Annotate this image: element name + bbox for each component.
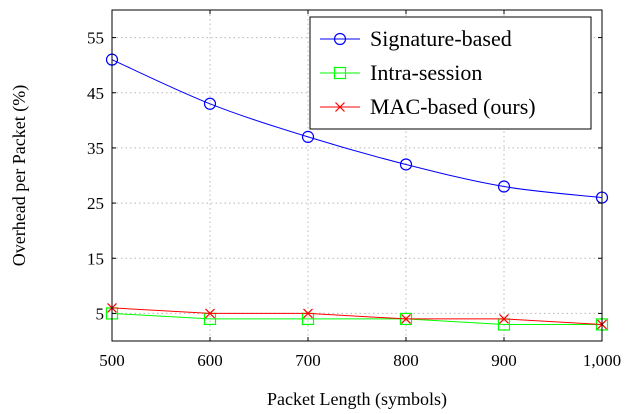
data-point: [499, 314, 509, 324]
y-tick-label: 55: [87, 29, 104, 48]
plot-frame: [111, 9, 603, 342]
y-axis-label: Overhead per Packet (%): [9, 85, 30, 266]
legend-marker: [333, 66, 347, 80]
series-line: [111, 307, 603, 325]
x-tick-label: 500: [99, 351, 125, 370]
data-point: [203, 97, 217, 110]
legend: Signature-based Intra-session MAC-based (o…: [309, 16, 592, 130]
legend-marker: [333, 32, 347, 46]
y-tick-label: 15: [87, 249, 104, 268]
y-tick-label: 35: [87, 139, 104, 158]
legend-marker: [335, 102, 345, 112]
series-line: [111, 59, 603, 199]
y-tick-label: 5: [96, 304, 105, 323]
x-tick-label: 1,000: [583, 351, 621, 370]
series-layer: [105, 53, 609, 331]
series-intra-session: [105, 307, 609, 331]
data-point: [497, 180, 511, 193]
legend-item: Intra-session: [320, 60, 482, 85]
legend-box: [309, 16, 592, 130]
data-point: [401, 314, 411, 324]
legend-label: Intra-session: [370, 60, 482, 85]
y-tick-label: 25: [87, 194, 104, 213]
series-mac-based-ours: [107, 302, 607, 330]
y-tick-label: 45: [87, 84, 104, 103]
series-line: [111, 312, 602, 325]
x-tick-label: 900: [491, 351, 517, 370]
x-tick-label: 600: [197, 351, 223, 370]
data-point: [399, 158, 413, 171]
data-point: [205, 308, 215, 319]
data-point: [303, 308, 313, 319]
x-tick-label: 700: [295, 351, 321, 370]
x-tick-label: 800: [393, 351, 419, 370]
tick-layer: 500 600 700 800 900 1,000 5 15 25 35 45 55: [87, 10, 621, 370]
legend-label: Signature-based: [370, 26, 512, 51]
data-point: [301, 130, 315, 143]
x-axis-label: Packet Length (symbols): [267, 389, 447, 410]
legend-item: MAC-based (ours): [320, 94, 536, 119]
legend-label: MAC-based (ours): [370, 94, 536, 119]
legend-item: Signature-based: [320, 26, 512, 51]
